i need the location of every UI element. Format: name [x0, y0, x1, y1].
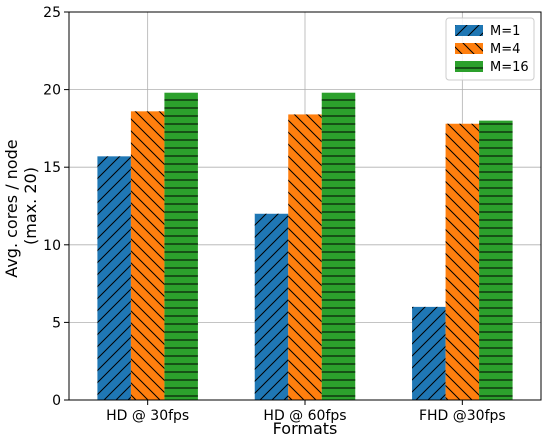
bar-hatch — [164, 92, 198, 400]
legend-swatch-hatch — [455, 43, 483, 54]
y-tick-label: 25 — [43, 5, 61, 21]
plot-frame — [68, 11, 542, 401]
x-axis-label: Formats — [273, 419, 338, 438]
legend: M=1 M=4 M=16 — [445, 17, 535, 81]
x-tick-label: HD @ 60fps — [263, 408, 346, 424]
bar-hatch — [445, 123, 480, 400]
x-tick-label: FHD @30fps — [419, 408, 506, 424]
y-tick-label: 5 — [52, 315, 61, 331]
bar-hatch — [97, 156, 131, 400]
legend-swatch-hatch — [455, 25, 483, 36]
y-axis-label: Avg. cores / node (max. 20) — [2, 134, 40, 277]
y-tick-label: 15 — [43, 160, 61, 176]
bar-hatch — [412, 306, 446, 400]
x-tick-label: HD @ 30fps — [106, 408, 189, 424]
legend-label: M=16 — [490, 60, 529, 75]
y-axis-label-line-1: Avg. cores / node — [2, 139, 21, 277]
bar-hatch — [254, 213, 289, 400]
legend-label: M=1 — [490, 24, 520, 39]
y-tick-label: 10 — [43, 238, 61, 254]
legend-label: M=4 — [490, 42, 520, 57]
legend-swatch-hatch — [455, 61, 483, 72]
bar-hatch — [321, 92, 356, 400]
y-tick-label: 0 — [52, 393, 61, 409]
bars — [97, 92, 513, 400]
bar-hatch — [479, 120, 513, 400]
axes: 0 5 10 15 20 25 HD @ 30fps HD @ 60fps FHD @30fps — [43, 5, 542, 424]
bar-hatch — [288, 114, 322, 400]
bar-hatch — [130, 111, 165, 400]
y-tick-label: 20 — [43, 83, 61, 99]
y-axis-label-line-2: (max. 20) — [21, 167, 40, 245]
